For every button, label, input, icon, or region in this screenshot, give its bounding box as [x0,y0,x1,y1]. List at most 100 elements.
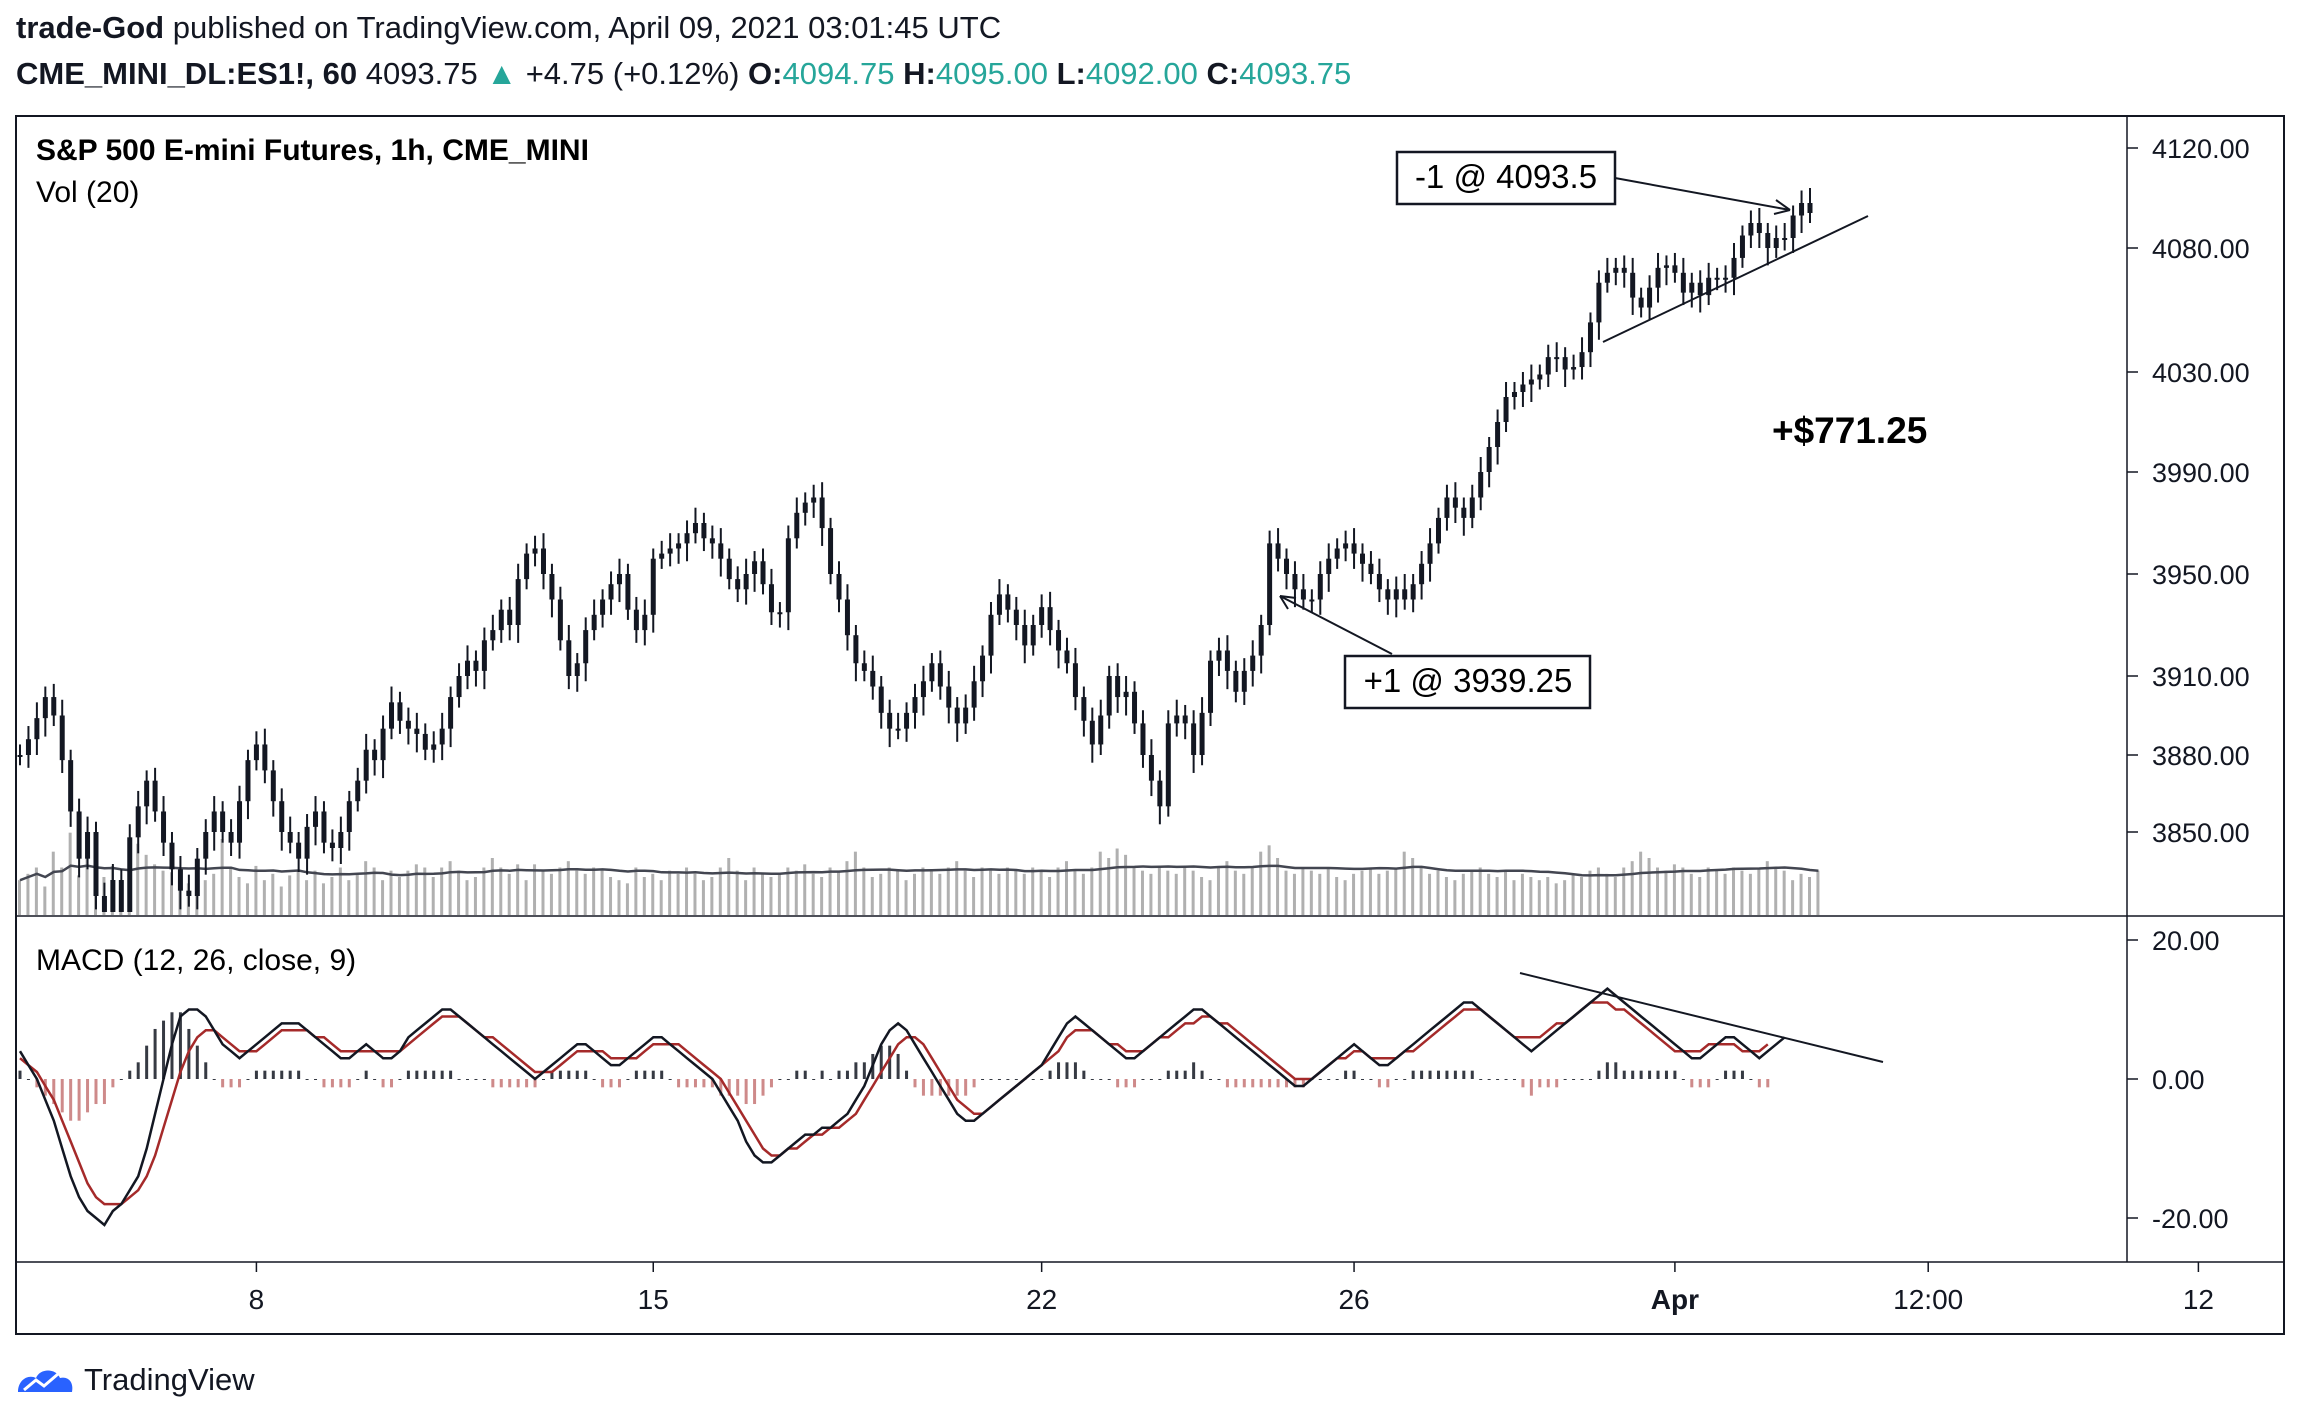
time-tick-label: 15 [638,1284,669,1315]
volume-bar [955,861,959,915]
macd-hist-bar [1453,1070,1457,1079]
macd-hist-bar [634,1070,638,1079]
macd-hist-bar [558,1070,562,1079]
price-candle-body [1115,676,1121,698]
price-candle-body [844,599,850,636]
price-candle-body [608,584,614,600]
volume-bar [1301,867,1305,915]
macd-hist-bar [406,1070,410,1079]
macd-hist-bar [1242,1079,1246,1088]
volume-bar [229,867,233,915]
macd-axis[interactable]: 20.00 0.00 -20.00 [2127,926,2229,1234]
macd-divergence-trendline[interactable] [1519,972,1884,1063]
macd-hist-bar [617,1079,621,1088]
sell-annotation-box[interactable] [1395,150,1617,206]
macd-hist-bar [499,1079,503,1088]
macd-hist-bar [845,1070,849,1079]
macd-hist-bar [69,1079,73,1121]
price-candle-body [1317,574,1323,600]
macd-hist-bar [18,1070,22,1079]
macd-hist-bar [795,1070,799,1079]
price-candle-body [1089,720,1095,745]
support-trendline[interactable] [1602,215,1869,343]
volume-bar [1124,854,1128,915]
price-candle-body [1334,548,1340,559]
price-candle-body [93,832,99,896]
volume-bar [1360,870,1364,915]
price-candle-body [1495,422,1501,447]
macd-hist-bar [1563,1079,1567,1080]
price-candle-body [1545,357,1551,375]
volume-bar [296,870,300,915]
volume-bar [972,877,976,915]
macd-hist-bar [119,1079,123,1080]
price-candle-body [262,744,268,771]
volume-label: Vol (20) [36,176,139,209]
volume-bar [516,864,520,915]
macd-hist-bar [1707,1079,1711,1088]
price-axis[interactable]: 4120.00 4080.00 4030.00 3990.00 3950.00 3910.… [2127,134,2250,848]
open-value: 4094.75 [782,56,895,91]
price-candle-body [1022,625,1028,646]
price-candle-body [1208,660,1214,713]
price-candle-body [946,686,952,708]
price-candle-body [1706,277,1712,296]
volume-bar [1808,877,1811,915]
price-candle-body [1697,282,1703,296]
macd-hist-bar [1614,1062,1618,1079]
macd-hist-bar [1090,1079,1094,1080]
macd-tick-label: 0.00 [2152,1065,2205,1095]
volume-bar [1115,848,1119,915]
volume-bar [1225,861,1229,915]
price-tick-label: 3950.00 [2152,560,2250,590]
macd-line [18,986,1786,1227]
volume-bar [1672,864,1676,915]
price-candle-body [1799,203,1805,216]
price-candle-body [1030,625,1036,646]
price-candle-body [1174,715,1180,724]
macd-hist-bar [997,1079,1001,1080]
volume-bar [744,880,748,915]
price-candle-body [161,811,167,843]
open-label: O: [748,56,783,91]
volume-bar [1216,867,1220,915]
macd-hist-bar [1504,1079,1508,1080]
macd-hist-bar [1538,1079,1542,1088]
volume-bar [668,870,672,915]
volume-bar [777,873,781,915]
volume-bar [389,870,393,915]
macd-hist-bar [1361,1079,1364,1080]
price-candle-body [270,770,276,802]
macd-hist-bar [769,1079,773,1088]
volume-bar [600,870,604,915]
volume-bar [490,858,494,915]
time-axis[interactable]: 8 15 22 26 Apr 12:00 12 [249,1262,2214,1315]
volume-bar [1588,870,1592,915]
volume-bar [1596,867,1600,915]
price-candle-body [861,663,867,671]
author-name[interactable]: trade-God [16,10,165,45]
macd-hist-bar [778,1079,782,1080]
macd-hist-bar [1420,1070,1424,1079]
footer-brand[interactable]: TradingView [14,1362,255,1398]
price-candle-body [76,811,82,859]
price-candle-body [524,553,530,580]
volume-bar [1107,858,1111,915]
price-candle-body [929,663,935,682]
volume-bar [980,867,984,915]
price-candle-body [194,858,200,896]
price-candle-body [17,755,23,757]
volume-bar [524,880,528,915]
price-candle-body [996,594,1002,615]
price-candle-body [726,558,732,580]
macd-hist-bar [474,1079,478,1080]
macd-hist-bar [390,1079,394,1088]
price-candle-body [490,630,496,641]
volume-bar [1183,867,1187,915]
macd-hist-bar [1065,1062,1069,1079]
volume-bar [34,867,38,915]
buy-annotation-box[interactable] [1343,654,1592,710]
price-candle-body [811,497,817,503]
volume-bar [718,867,722,915]
